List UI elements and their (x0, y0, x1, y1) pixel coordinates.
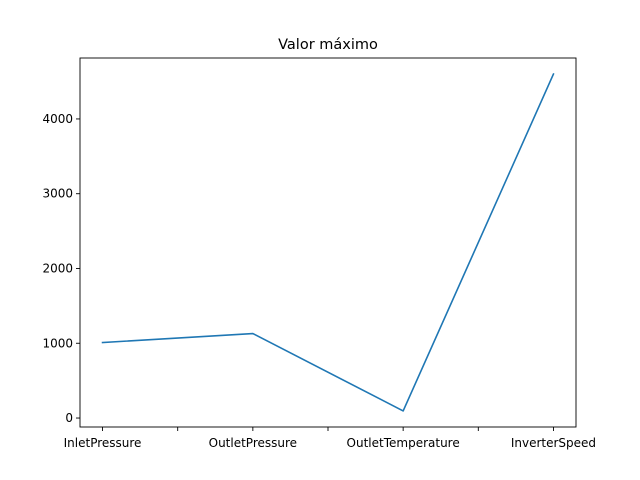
x-tick-label-2: OutletPressure (209, 436, 297, 450)
y-tick-label-1: 1000 (42, 336, 73, 350)
x-tick-label-4: OutletTemperature (347, 436, 460, 450)
plot-area: 0 1000 2000 3000 4000 InletPressure OutletPres… (42, 57, 596, 450)
series-line-0 (101, 73, 555, 412)
y-tick-label-3: 3000 (42, 187, 73, 201)
y-tick-label-4: 4000 (42, 112, 73, 126)
y-tick-label-2: 2000 (42, 261, 73, 275)
x-tick-label-6: InverterSpeed (511, 436, 596, 450)
chart-title: Valor máximo (278, 37, 378, 53)
y-tick-label-0: 0 (65, 411, 73, 425)
x-tick-label-0: InletPressure (64, 436, 142, 450)
